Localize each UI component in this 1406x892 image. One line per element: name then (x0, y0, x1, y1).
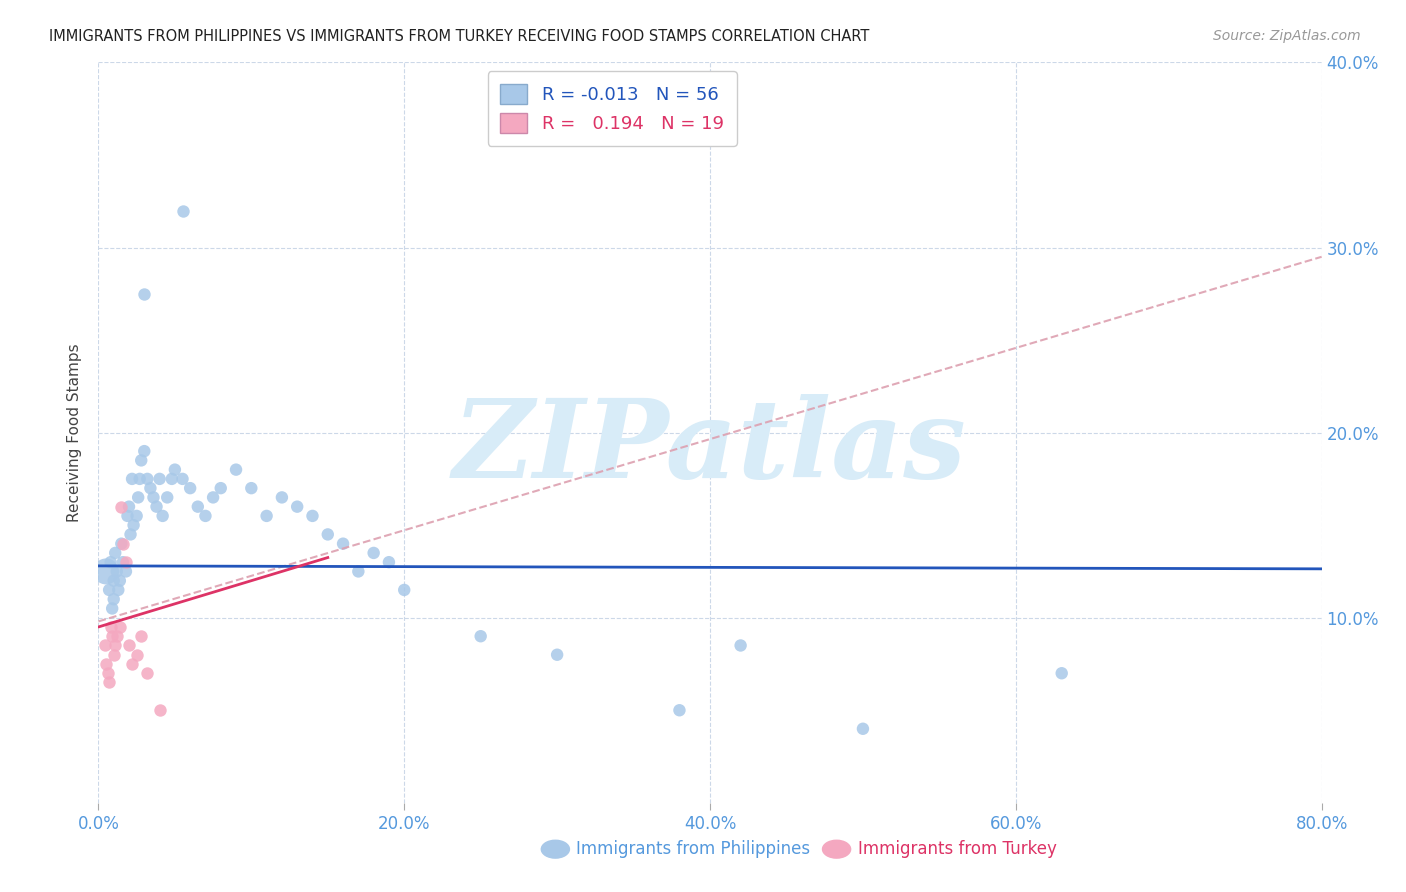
Point (136, 666, 159, 681)
Point (546, 648, 568, 662)
Point (103, 648, 125, 662)
Point (103, 592, 125, 607)
Point (125, 648, 148, 662)
Point (194, 508, 217, 523)
Point (110, 536, 132, 550)
Point (93, 639, 115, 653)
Point (110, 500, 132, 514)
Point (270, 491, 292, 505)
Point (156, 491, 179, 505)
Point (121, 472, 143, 486)
Point (115, 555, 138, 569)
Point (100, 555, 122, 569)
Text: Immigrants from Turkey: Immigrants from Turkey (858, 840, 1056, 858)
Point (1050, 666, 1073, 681)
Point (378, 555, 401, 569)
Point (139, 481, 162, 495)
Point (256, 508, 278, 523)
Text: ZIPatlas: ZIPatlas (453, 393, 967, 501)
Point (142, 491, 165, 505)
Point (101, 601, 124, 615)
Point (316, 527, 339, 541)
Point (852, 722, 875, 736)
Point (392, 582, 416, 597)
Point (129, 453, 152, 467)
Point (105, 565, 128, 579)
Point (136, 472, 159, 486)
Point (121, 657, 143, 671)
Point (118, 639, 141, 653)
Point (103, 574, 125, 588)
Point (125, 508, 148, 523)
Point (301, 508, 323, 523)
Point (94, 657, 117, 671)
Point (240, 481, 263, 495)
Point (98, 582, 121, 597)
Point (100, 620, 122, 634)
Point (111, 536, 134, 550)
Point (104, 639, 127, 653)
Point (117, 508, 139, 523)
Point (470, 629, 492, 643)
Point (145, 500, 167, 514)
Point (668, 703, 690, 717)
Point (108, 574, 131, 588)
Text: Source: ZipAtlas.com: Source: ZipAtlas.com (1213, 29, 1361, 43)
Point (285, 500, 308, 514)
Text: IMMIGRANTS FROM PHILIPPINES VS IMMIGRANTS FROM TURKEY RECEIVING FOOD STAMPS CORR: IMMIGRANTS FROM PHILIPPINES VS IMMIGRANT… (49, 29, 869, 44)
Point (347, 565, 370, 579)
Text: Immigrants from Philippines: Immigrants from Philippines (576, 840, 811, 858)
Point (127, 491, 149, 505)
Point (104, 546, 127, 560)
Legend: R = -0.013   N = 56, R =   0.194   N = 19: R = -0.013 N = 56, R = 0.194 N = 19 (488, 71, 737, 145)
Point (98, 675, 121, 690)
Point (225, 462, 247, 476)
Point (108, 620, 131, 634)
Point (97, 666, 120, 681)
Point (105, 629, 128, 643)
Point (152, 508, 174, 523)
Point (128, 472, 150, 486)
Point (149, 472, 172, 486)
Point (115, 565, 138, 579)
Point (107, 582, 129, 597)
Point (730, 639, 752, 653)
Point (160, 472, 183, 486)
Point (134, 444, 156, 458)
Point (134, 286, 156, 301)
Point (202, 491, 225, 505)
Point (122, 518, 145, 533)
Point (332, 536, 354, 550)
Point (118, 500, 141, 514)
Point (172, 472, 194, 486)
Point (209, 481, 232, 495)
Point (129, 629, 152, 643)
Point (179, 481, 201, 495)
Point (363, 546, 385, 560)
Point (163, 462, 186, 476)
Point (172, 203, 194, 218)
Point (101, 629, 124, 643)
Point (94, 565, 117, 579)
Point (187, 500, 209, 514)
Point (111, 555, 134, 569)
Point (120, 527, 142, 541)
Y-axis label: Receiving Food Stamps: Receiving Food Stamps (67, 343, 83, 522)
Point (149, 703, 172, 717)
